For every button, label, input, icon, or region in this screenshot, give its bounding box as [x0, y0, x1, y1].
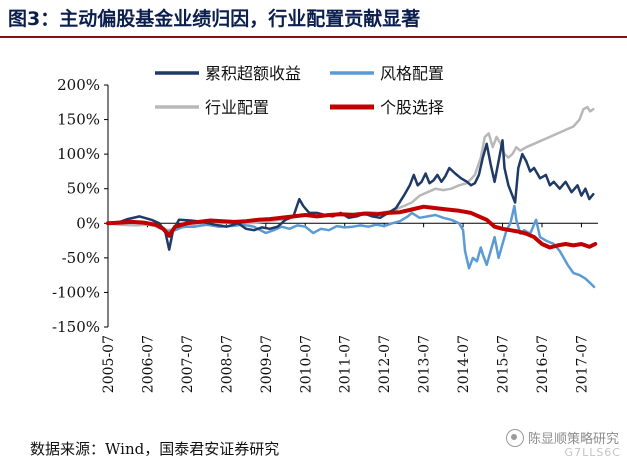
y-tick-label: 50%	[67, 180, 100, 198]
y-tick-label: 100%	[57, 145, 100, 163]
watermark-sub: G7LLS6C	[564, 446, 621, 459]
legend-label-excess: 累积超额收益	[205, 64, 301, 83]
x-tick-label: 2005-07	[101, 335, 117, 393]
legend-label-stock: 个股选择	[380, 98, 444, 117]
x-tick-label: 2011-07	[338, 335, 354, 393]
x-tick-label: 2010-07	[298, 335, 314, 393]
legend-label-industry: 行业配置	[205, 98, 269, 117]
source-note: 数据来源：Wind，国泰君安证券研究	[30, 440, 280, 458]
x-tick-label: 2012-07	[377, 335, 393, 393]
x-tick-label: 2006-07	[140, 335, 156, 393]
wechat-icon	[505, 428, 524, 447]
line-chart: -150% -100% -50% 0% 50% 100% 150% 200% 2005-07 20…	[52, 64, 598, 393]
y-tick-label: -50%	[62, 249, 100, 267]
y-tick-label: 0%	[76, 214, 100, 232]
watermark: 陈显顺策略研究	[505, 428, 619, 447]
legend-label-style: 风格配置	[380, 64, 444, 83]
x-tick-label: 2016-07	[535, 335, 551, 393]
series-line-excess	[106, 139, 595, 251]
y-tick-label: 150%	[57, 111, 100, 129]
chart-title: 图3：主动偏股基金业绩归因，行业配置贡献显著	[8, 8, 421, 30]
y-tick-label: -150%	[52, 318, 100, 336]
x-tick-label: 2007-07	[180, 335, 196, 393]
series-line-stock	[106, 204, 598, 250]
series-layer	[106, 105, 598, 289]
x-tick-label: 2009-07	[259, 335, 275, 393]
y-tick-label: 200%	[57, 76, 100, 94]
y-tick-label: -100%	[52, 283, 100, 301]
chart-axes: -150% -100% -50% 0% 50% 100% 150% 200% 2005-07 20…	[52, 76, 598, 393]
title-rule	[0, 36, 627, 38]
title-bar: 图3：主动偏股基金业绩归因，行业配置贡献显著	[0, 0, 627, 38]
x-tick-label: 2015-07	[496, 335, 512, 393]
x-tick-label: 2017-07	[574, 335, 590, 393]
watermark-text: 陈显顺策略研究	[527, 432, 619, 447]
series-line-style	[106, 204, 596, 289]
series-line-industry	[106, 105, 595, 232]
x-tick-label: 2013-07	[417, 335, 433, 393]
x-tick-label: 2008-07	[219, 335, 235, 393]
x-tick-label: 2014-07	[456, 335, 472, 393]
